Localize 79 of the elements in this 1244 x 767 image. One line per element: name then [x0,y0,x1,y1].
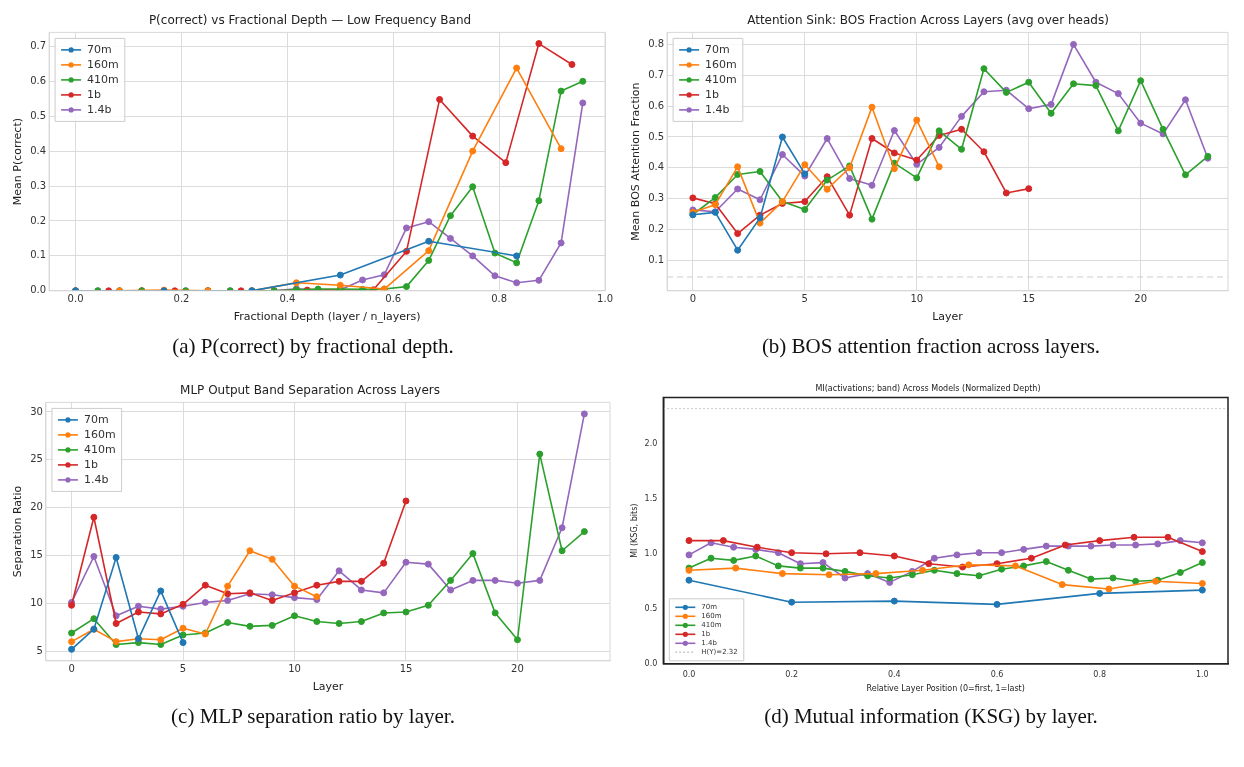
y-axis-title: Mean P(correct) [11,118,25,206]
legend-label: 410m [705,72,737,86]
y-axis-title: MI (KSG, bits) [629,503,639,558]
x-tick-label: 20 [1134,293,1148,305]
text: (b) BOS attention fraction across layers. [761,334,1101,360]
y-axis-title: Separation Ratio [11,485,25,578]
legend-label: 1b [705,87,720,101]
legend-label: 410m [87,72,119,86]
y-tick-label: 5 [36,644,43,656]
legend-label: 160m [87,57,119,71]
legend-label: 1.4b [87,102,112,116]
x-tick-label: 5 [179,663,187,675]
chart-title: Attention Sink: BOS Fraction Across Layers (avg over heads) [747,13,1109,28]
y-tick-label: 0.4 [30,144,47,156]
y-tick-label: 1.5 [644,493,658,503]
y-tick-label: 0.5 [644,603,658,613]
x-tick-label: 0.6 [385,293,402,305]
x-tick-label: 1.0 [1195,669,1209,679]
x-tick-label: 0.8 [1093,669,1107,679]
y-tick-label: 1.0 [644,548,658,558]
x-tick-label: 0.6 [990,669,1004,679]
text: (d) Mutual information (KSG) by layer. [764,704,1098,730]
x-tick-label: 0.2 [173,293,190,305]
y-tick-label: 0.3 [30,179,47,191]
x-tick-label: 0.0 [682,669,696,679]
legend-label: 1b [83,457,98,471]
y-tick-label: 0.7 [30,39,47,51]
y-tick-label: 0.1 [30,249,47,261]
y-tick-label: 0.5 [30,109,47,121]
x-axis-title: Relative Layer Position (0=first, 1=last) [866,684,1025,694]
x-tick-label: 0.8 [491,293,508,305]
legend-label: 1.4b [705,102,730,116]
legend-label: 70m [83,412,109,426]
y-tick-label: 0.0 [30,284,47,296]
legend-label: 1.4b [83,472,109,486]
y-tick-label: 15 [30,549,43,561]
legend-label: 70m [705,42,730,56]
y-tick-label: 0.4 [648,161,665,173]
x-tick-label: 0.4 [887,669,901,679]
x-tick-label: 15 [399,663,413,675]
y-tick-label: 0.2 [648,222,665,234]
y-tick-label: 2.0 [644,438,658,448]
y-tick-label: 0.6 [30,74,47,86]
y-tick-label: 10 [30,596,43,608]
y-tick-label: 0.1 [648,253,665,265]
text: (a) P(correct) by fractional depth. [172,334,454,360]
legend-label: 70m [87,42,112,56]
text: (c) MLP separation ratio by layer. [171,704,455,730]
y-tick-label: 20 [30,501,43,513]
y-tick-label: 0.6 [648,99,665,111]
y-tick-label: 0.3 [648,192,665,204]
legend-label: 160m [83,427,116,441]
x-tick-label: 0.0 [67,293,84,305]
x-tick-label: 10 [910,293,924,305]
y-tick-label: 0.7 [648,69,665,81]
chart-title: MLP Output Band Separation Across Layers [180,383,440,398]
x-axis-title: Layer [932,310,964,324]
x-tick-label: 15 [1022,293,1036,305]
y-tick-label: 25 [30,453,43,465]
x-tick-label: 0.2 [785,669,799,679]
y-tick-label: 30 [30,405,43,417]
x-tick-label: 0.4 [279,293,296,305]
y-tick-label: 0.5 [648,130,665,142]
x-tick-label: 20 [511,663,524,675]
y-tick-label: 0.2 [30,214,47,226]
legend-label: 160m [705,57,737,71]
legend-label: 410m [83,442,116,456]
x-tick-label: 0 [68,663,75,675]
legend-label: 1b [87,87,102,101]
x-tick-label: 5 [801,293,808,305]
x-tick-label: 0 [689,293,697,305]
chart-title: P(correct) vs Fractional Depth — Low Frequency Band [148,13,472,28]
x-tick-label: 1.0 [597,293,613,305]
y-axis-title: Mean BOS Attention Fraction [629,82,643,241]
x-tick-label: 10 [288,663,301,675]
x-axis-title: Fractional Depth (layer / n_layers) [233,310,421,324]
y-tick-label: 0.8 [648,38,665,50]
chart-title: MI(activations; band) Across Models (Normalized Depth) [815,383,1041,393]
x-axis-title: Layer [312,680,344,694]
